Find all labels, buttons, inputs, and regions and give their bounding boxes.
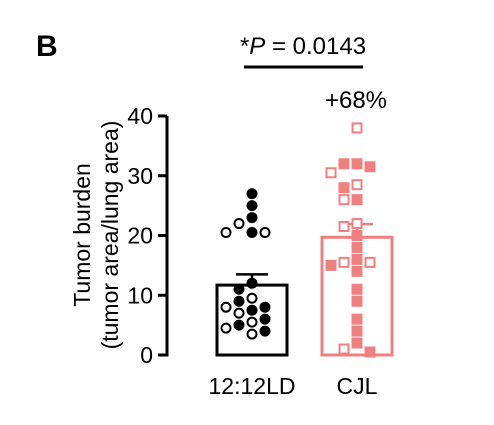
point-12:12LD-filled-11: [259, 301, 271, 313]
point-CJL-filled-24: [364, 346, 376, 358]
y-axis-title: Tumor burden (tumor area/lung area): [69, 121, 123, 350]
point-CJL-filled-12: [351, 241, 363, 253]
point-CJL-filled-17: [351, 265, 363, 277]
point-CJL-open-0: [351, 122, 363, 134]
point-12:12LD-filled-1: [246, 200, 258, 212]
x-axis-labels: 12:12LD CJL: [209, 373, 378, 399]
point-CJL-filled-18: [351, 283, 363, 295]
point-CJL-filled-2: [338, 158, 350, 170]
bars: [215, 235, 394, 357]
point-12:12LD-open-3: [233, 218, 245, 230]
significance-value: = 0.0143: [265, 33, 366, 60]
point-12:12LD-filled-17: [233, 319, 245, 331]
percent-change-label: +68%: [325, 87, 387, 114]
significance-prefix: *: [240, 33, 249, 60]
x-tick-label-CJL: CJL: [337, 373, 378, 399]
significance-label: *P = 0.0143: [240, 33, 366, 60]
point-12:12LD-open-9: [246, 292, 258, 304]
point-12:12LD-filled-4: [246, 227, 258, 239]
point-12:12LD-open-12: [220, 301, 232, 313]
point-CJL-filled-1: [351, 158, 363, 170]
point-12:12LD-filled-15: [259, 313, 271, 325]
point-12:12LD-filled-2: [246, 212, 258, 224]
point-CJL-open-15: [364, 256, 376, 268]
point-12:12LD-open-16: [246, 316, 258, 328]
y-axis-title-line2: (tumor area/lung area): [97, 121, 123, 350]
point-CJL-open-9: [351, 218, 363, 230]
point-12:12LD-filled-0: [246, 188, 258, 200]
significance-variable: P: [249, 33, 265, 60]
point-CJL-filled-3: [364, 161, 376, 173]
point-12:12LD-open-20: [246, 328, 258, 340]
point-12:12LD-filled-19: [259, 325, 271, 337]
y-tick-label-40: 40: [127, 103, 153, 129]
point-CJL-filled-11: [351, 230, 363, 241]
point-12:12LD-open-5: [259, 227, 271, 239]
panel-label: B: [36, 30, 58, 63]
y-tick-label-0: 0: [140, 342, 153, 368]
y-tick-label-10: 10: [127, 282, 153, 308]
point-CJL-filled-16: [325, 259, 337, 271]
point-CJL-open-4: [325, 167, 337, 179]
point-CJL-open-5: [351, 179, 363, 191]
point-12:12LD-filled-7: [246, 277, 258, 289]
point-CJL-filled-6: [338, 182, 350, 194]
y-tick-label-30: 30: [127, 163, 153, 189]
point-CJL-filled-7: [351, 194, 363, 206]
x-tick-label-12:12LD: 12:12LD: [209, 373, 296, 399]
point-CJL-filled-21: [351, 325, 363, 337]
point-12:12LD-filled-10: [233, 295, 245, 307]
point-12:12LD-filled-8: [233, 283, 245, 295]
y-axis-title-line1: Tumor burden: [69, 163, 95, 307]
point-CJL-open-10: [338, 221, 350, 233]
point-CJL-open-14: [338, 256, 350, 268]
y-axis: 0 10 20 30 40: [127, 103, 169, 368]
point-CJL-filled-13: [351, 253, 363, 265]
point-12:12LD-open-6: [220, 227, 232, 239]
point-CJL-filled-19: [351, 295, 363, 307]
point-CJL-open-8: [338, 194, 350, 206]
point-CJL-filled-22: [351, 337, 363, 349]
point-12:12LD-filled-13: [246, 304, 258, 316]
point-CJL-filled-20: [351, 313, 363, 325]
point-12:12LD-open-14: [233, 307, 245, 319]
point-12:12LD-open-18: [220, 322, 232, 334]
point-CJL-open-23: [338, 343, 350, 355]
data-points: [220, 122, 376, 358]
y-tick-label-20: 20: [127, 223, 153, 249]
